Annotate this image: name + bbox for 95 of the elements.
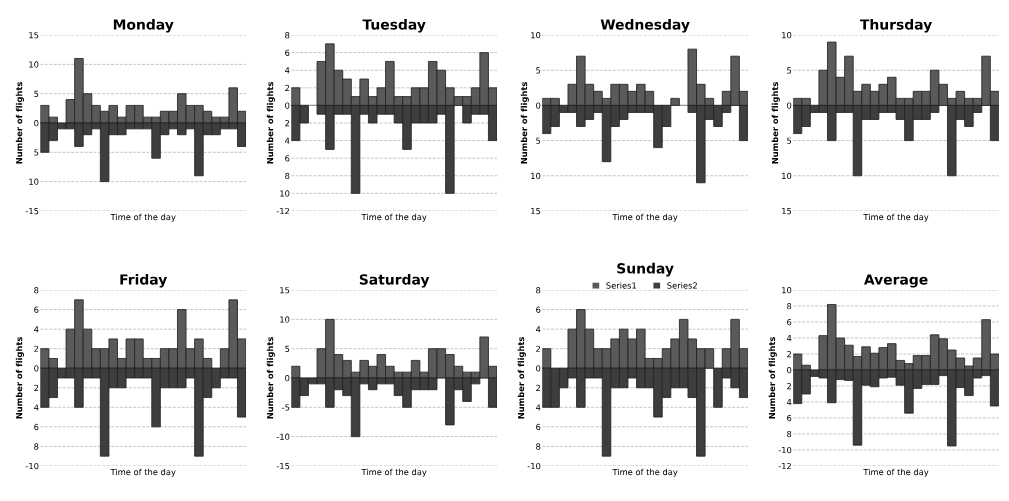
y-axis-title: Number of flights	[771, 82, 780, 164]
y-tick-label: 0	[536, 365, 541, 372]
y-tick-label: -12	[778, 462, 791, 470]
y-tick-label: 4	[285, 67, 290, 74]
x-axis-title: Time of the day	[612, 213, 678, 222]
y-tick-label: 5	[34, 149, 39, 156]
y-axis-title: Number of flights	[266, 337, 275, 419]
chart-title: Sunday	[617, 262, 674, 277]
chart-title: Wednesday	[600, 18, 690, 33]
y-tick-label: 8	[536, 443, 541, 450]
y-tick-label: 5	[536, 137, 541, 144]
y-tick-label: 4	[34, 326, 39, 333]
legend-label: Series1	[606, 282, 637, 289]
y-tick-label: 10	[531, 172, 541, 180]
y-tick-label: 6	[536, 423, 541, 431]
y-tick-label: -10	[527, 462, 541, 470]
y-tick-label: 6	[34, 423, 39, 431]
y-tick-label: 4	[535, 404, 541, 411]
y-tick-label: 6	[285, 49, 290, 56]
y-tick-label: 10	[782, 287, 792, 294]
chart-title: Monday	[113, 18, 174, 33]
y-tick-label: 10	[782, 172, 792, 180]
y-axis-title: Number of flights	[520, 82, 529, 164]
x-axis-title: Time of the day	[361, 468, 427, 477]
y-tick-label: 8	[536, 287, 541, 294]
y-tick-label: 15	[29, 32, 39, 39]
y-tick-label: 5	[285, 345, 290, 352]
y-tick-label: 10	[782, 32, 792, 39]
y-tick-label: -15	[25, 208, 39, 215]
y-tick-label: 15	[782, 208, 792, 215]
y-tick-label: -15	[276, 463, 290, 470]
y-tick-label: 0	[285, 374, 290, 382]
y-tick-label: 8	[34, 287, 39, 294]
y-tick-label: -10	[276, 433, 290, 440]
y-tick-label: 6	[536, 306, 541, 313]
y-axis-title: Number of flights	[15, 82, 24, 164]
y-tick-label: 0	[787, 366, 792, 374]
y-tick-label: 8	[285, 172, 290, 180]
y-tick-label: 0	[34, 119, 39, 127]
y-tick-label: 8	[787, 430, 792, 438]
y-tick-label: 2	[787, 382, 791, 390]
x-axis-title: Time of the day	[863, 468, 929, 477]
y-tick-label: 10	[531, 32, 541, 39]
y-tick-label: -10	[25, 462, 39, 470]
y-tick-label: -10	[778, 446, 792, 454]
y-tick-label: 0	[34, 365, 39, 372]
y-tick-label: 2	[34, 345, 39, 352]
y-tick-label: 15	[280, 287, 290, 294]
y-tick-label: 10	[280, 190, 290, 197]
y-tick-label: 5	[787, 137, 792, 144]
legend-label: Series2	[667, 282, 697, 289]
y-axis-title: Number of flights	[15, 337, 24, 419]
x-axis-title: Time of the day	[361, 213, 427, 222]
x-axis-title: Time of the day	[863, 213, 929, 222]
y-tick-label: 8	[285, 32, 290, 39]
y-tick-label: 0	[285, 102, 290, 109]
y-tick-label: 6	[34, 306, 39, 313]
y-tick-label: -5	[282, 404, 290, 411]
y-tick-label: 5	[787, 67, 792, 74]
y-tick-label: 4	[34, 404, 39, 411]
y-axis-title: Number of flights	[517, 337, 526, 419]
chart-title: Saturday	[359, 273, 430, 288]
y-tick-label: 5	[536, 67, 541, 74]
y-tick-label: 2	[536, 345, 541, 352]
y-tick-label: 15	[531, 208, 541, 215]
y-tick-label: 2	[34, 384, 39, 391]
y-tick-label: 4	[285, 137, 290, 144]
chart-title: Tuesday	[362, 18, 426, 33]
chart-title: Friday	[120, 273, 168, 288]
x-axis-title: Time of the day	[110, 213, 176, 222]
y-tick-label: 0	[536, 102, 541, 109]
y-tick-label: 0	[787, 102, 792, 109]
y-tick-label: 10	[29, 178, 39, 185]
y-tick-label: 6	[787, 319, 792, 326]
y-tick-label: 5	[34, 90, 39, 97]
y-tick-label: 6	[787, 414, 792, 422]
y-tick-label: 8	[787, 303, 792, 310]
y-tick-label: 2	[787, 351, 791, 358]
x-axis-title: Time of the day	[110, 468, 176, 477]
y-tick-label: 4	[786, 399, 792, 406]
y-tick-label: 10	[280, 316, 290, 323]
y-tick-label: 2	[536, 384, 541, 391]
y-tick-label: 2	[285, 119, 290, 127]
y-axis-title: Number of flights	[266, 82, 275, 164]
y-tick-label: 4	[535, 326, 541, 333]
chart-title: Thursday	[859, 18, 932, 33]
y-tick-label: 6	[285, 155, 290, 162]
y-tick-label: 2	[285, 84, 290, 91]
y-tick-label: 10	[29, 61, 39, 68]
y-tick-label: -12	[276, 207, 290, 215]
y-tick-label: 8	[34, 443, 39, 450]
x-axis-title: Time of the day	[612, 468, 678, 477]
y-axis-title: Number of flights	[768, 337, 777, 419]
y-tick-label: 4	[786, 335, 792, 342]
chart-title: Average	[863, 274, 928, 288]
